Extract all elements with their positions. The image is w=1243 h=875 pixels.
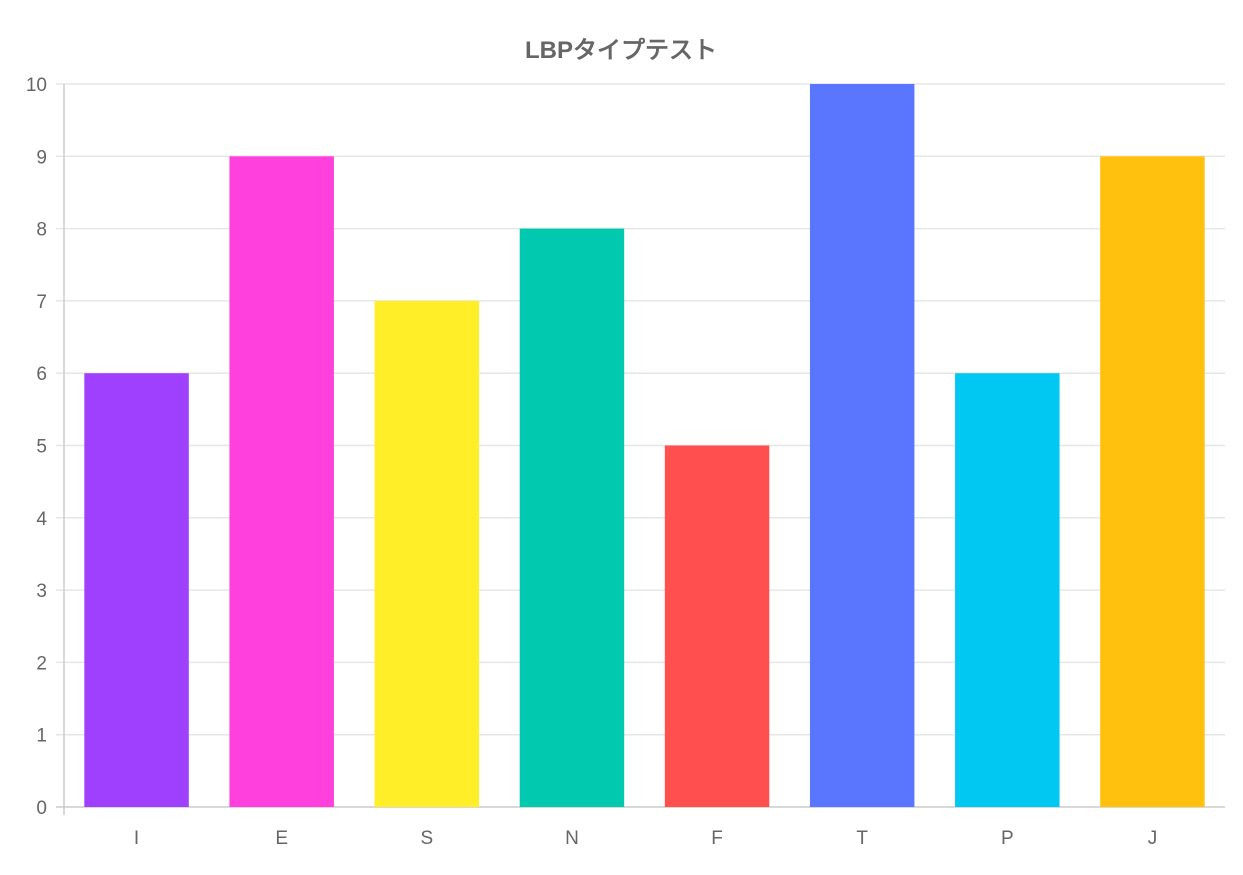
x-tick-label-N: N	[565, 828, 579, 849]
y-tick-label: 4	[36, 509, 47, 530]
bar-J[interactable]	[1100, 156, 1205, 808]
y-tick-label: 1	[36, 726, 47, 747]
bar-P[interactable]	[955, 373, 1060, 807]
y-axis-tick-labels: 0 1 2 3 4 5 6 7 8 9 10	[26, 75, 48, 819]
x-tick-label-P: P	[1001, 828, 1014, 849]
bar-F[interactable]	[664, 445, 770, 808]
x-tick-label-F: F	[711, 828, 723, 849]
x-tick-label-T: T	[856, 828, 868, 849]
y-tick-label: 9	[36, 147, 47, 168]
y-tick-label: 6	[36, 364, 47, 385]
x-tick-label-I: I	[134, 828, 139, 849]
bars	[84, 84, 1205, 808]
bar-N[interactable]	[519, 228, 625, 808]
bar-E[interactable]	[229, 156, 334, 808]
y-tick-label: 7	[36, 292, 47, 313]
x-tick-label-E: E	[275, 828, 288, 849]
y-tick-label: 10	[26, 75, 47, 96]
y-tick-label: 0	[36, 798, 47, 819]
y-tick-label: 8	[36, 220, 47, 241]
bar-S[interactable]	[374, 300, 480, 807]
chart-title: LBPタイプテスト	[525, 37, 717, 64]
y-tick-label: 2	[36, 653, 47, 674]
x-tick-label-S: S	[420, 828, 433, 849]
y-tick-label: 5	[36, 437, 47, 458]
bar-T[interactable]	[809, 84, 915, 807]
bar-I[interactable]	[84, 373, 189, 807]
x-tick-label-J: J	[1148, 828, 1158, 849]
y-tick-label: 3	[36, 581, 47, 602]
